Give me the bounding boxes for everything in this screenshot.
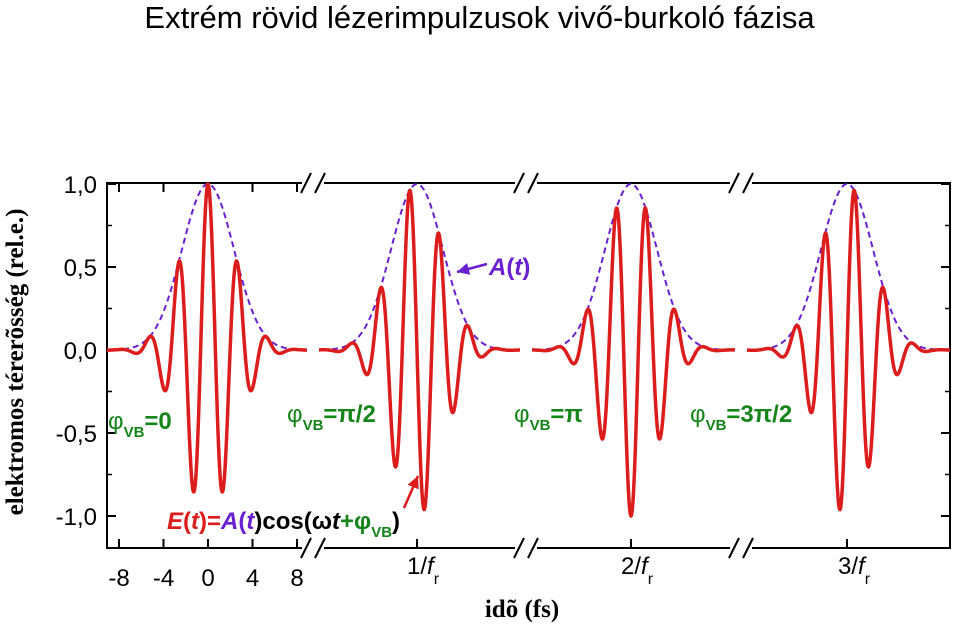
axis-break-gap	[302, 180, 324, 186]
axis-break-mark	[300, 172, 312, 194]
field-line-1	[317, 188, 522, 512]
chart-title: Extrém rövid lézerimpulzusok vivő-burkol…	[144, 0, 815, 35]
phase-label-1: φVB=π/2	[287, 401, 376, 434]
axis-break-gap	[730, 545, 752, 551]
envelope-label-A: A	[488, 254, 506, 281]
y-tick-label: 0,5	[64, 255, 97, 282]
segment-label-1: 1/fr	[407, 553, 440, 588]
envelope-label-t: t	[514, 254, 523, 281]
axis-break-mark	[513, 537, 525, 559]
field-line-2	[530, 206, 737, 518]
y-tick-label: 0,0	[64, 338, 97, 365]
axis-break-gap	[515, 545, 537, 551]
phase-label-3: φVB=3π/2	[690, 401, 792, 434]
envelope-line-0	[113, 182, 303, 351]
axis-break-mark	[527, 172, 539, 194]
axis-break-mark	[314, 537, 326, 559]
axis-break-gap	[730, 180, 752, 186]
field-arrow-head	[407, 476, 419, 490]
x-tick-label: 4	[246, 565, 259, 592]
x-tick-label: 8	[290, 565, 303, 592]
axis-break-mark	[527, 537, 539, 559]
x-tick-label: -8	[108, 565, 129, 592]
x-tick-label: -4	[153, 565, 174, 592]
axis-break-gap	[515, 180, 537, 186]
x-tick-label: 0	[201, 565, 214, 592]
axis-break-mark	[728, 172, 740, 194]
y-tick-label: -1,0	[56, 504, 97, 531]
phase-label-0: φVB=0	[108, 408, 172, 441]
envelope-line-3	[752, 182, 942, 351]
phase-label-2: φVB=π	[514, 401, 583, 434]
envelope-label-close: )	[522, 254, 530, 281]
segment-label-2: 2/fr	[621, 553, 654, 588]
envelope-label: A(t)	[488, 254, 530, 281]
axis-break-mark	[314, 172, 326, 194]
axis-break-mark	[742, 537, 754, 559]
segment-label-3: 3/fr	[838, 553, 871, 588]
axis-break-gap	[302, 545, 324, 551]
field-curves	[105, 182, 952, 518]
formula-label: E(t)=A(t)cos(ωt+φVB)	[167, 508, 400, 541]
axis-break-mark	[742, 172, 754, 194]
envelope-line-2	[536, 182, 726, 351]
annotations: A(t) φVB=0 φVB=π/2 φVB=π φVB=3π/2 E(t)=A…	[108, 254, 871, 588]
axis-break-mark	[300, 537, 312, 559]
axes-frame: 1,0 0,5 0,0 -0,5 -1,0 -8 -4 0 4 8	[56, 172, 951, 592]
y-tick-label: 1,0	[64, 172, 97, 199]
axis-break-mark	[728, 537, 740, 559]
axis-break-mark	[513, 172, 525, 194]
x-axis-label: idõ (fs)	[484, 596, 560, 623]
field-line-3	[745, 188, 952, 512]
envelope-arrow-head	[457, 263, 471, 275]
envelope-label-open: (	[506, 254, 514, 281]
y-tick-label: -0,5	[56, 421, 97, 448]
field-line-0	[105, 182, 309, 494]
